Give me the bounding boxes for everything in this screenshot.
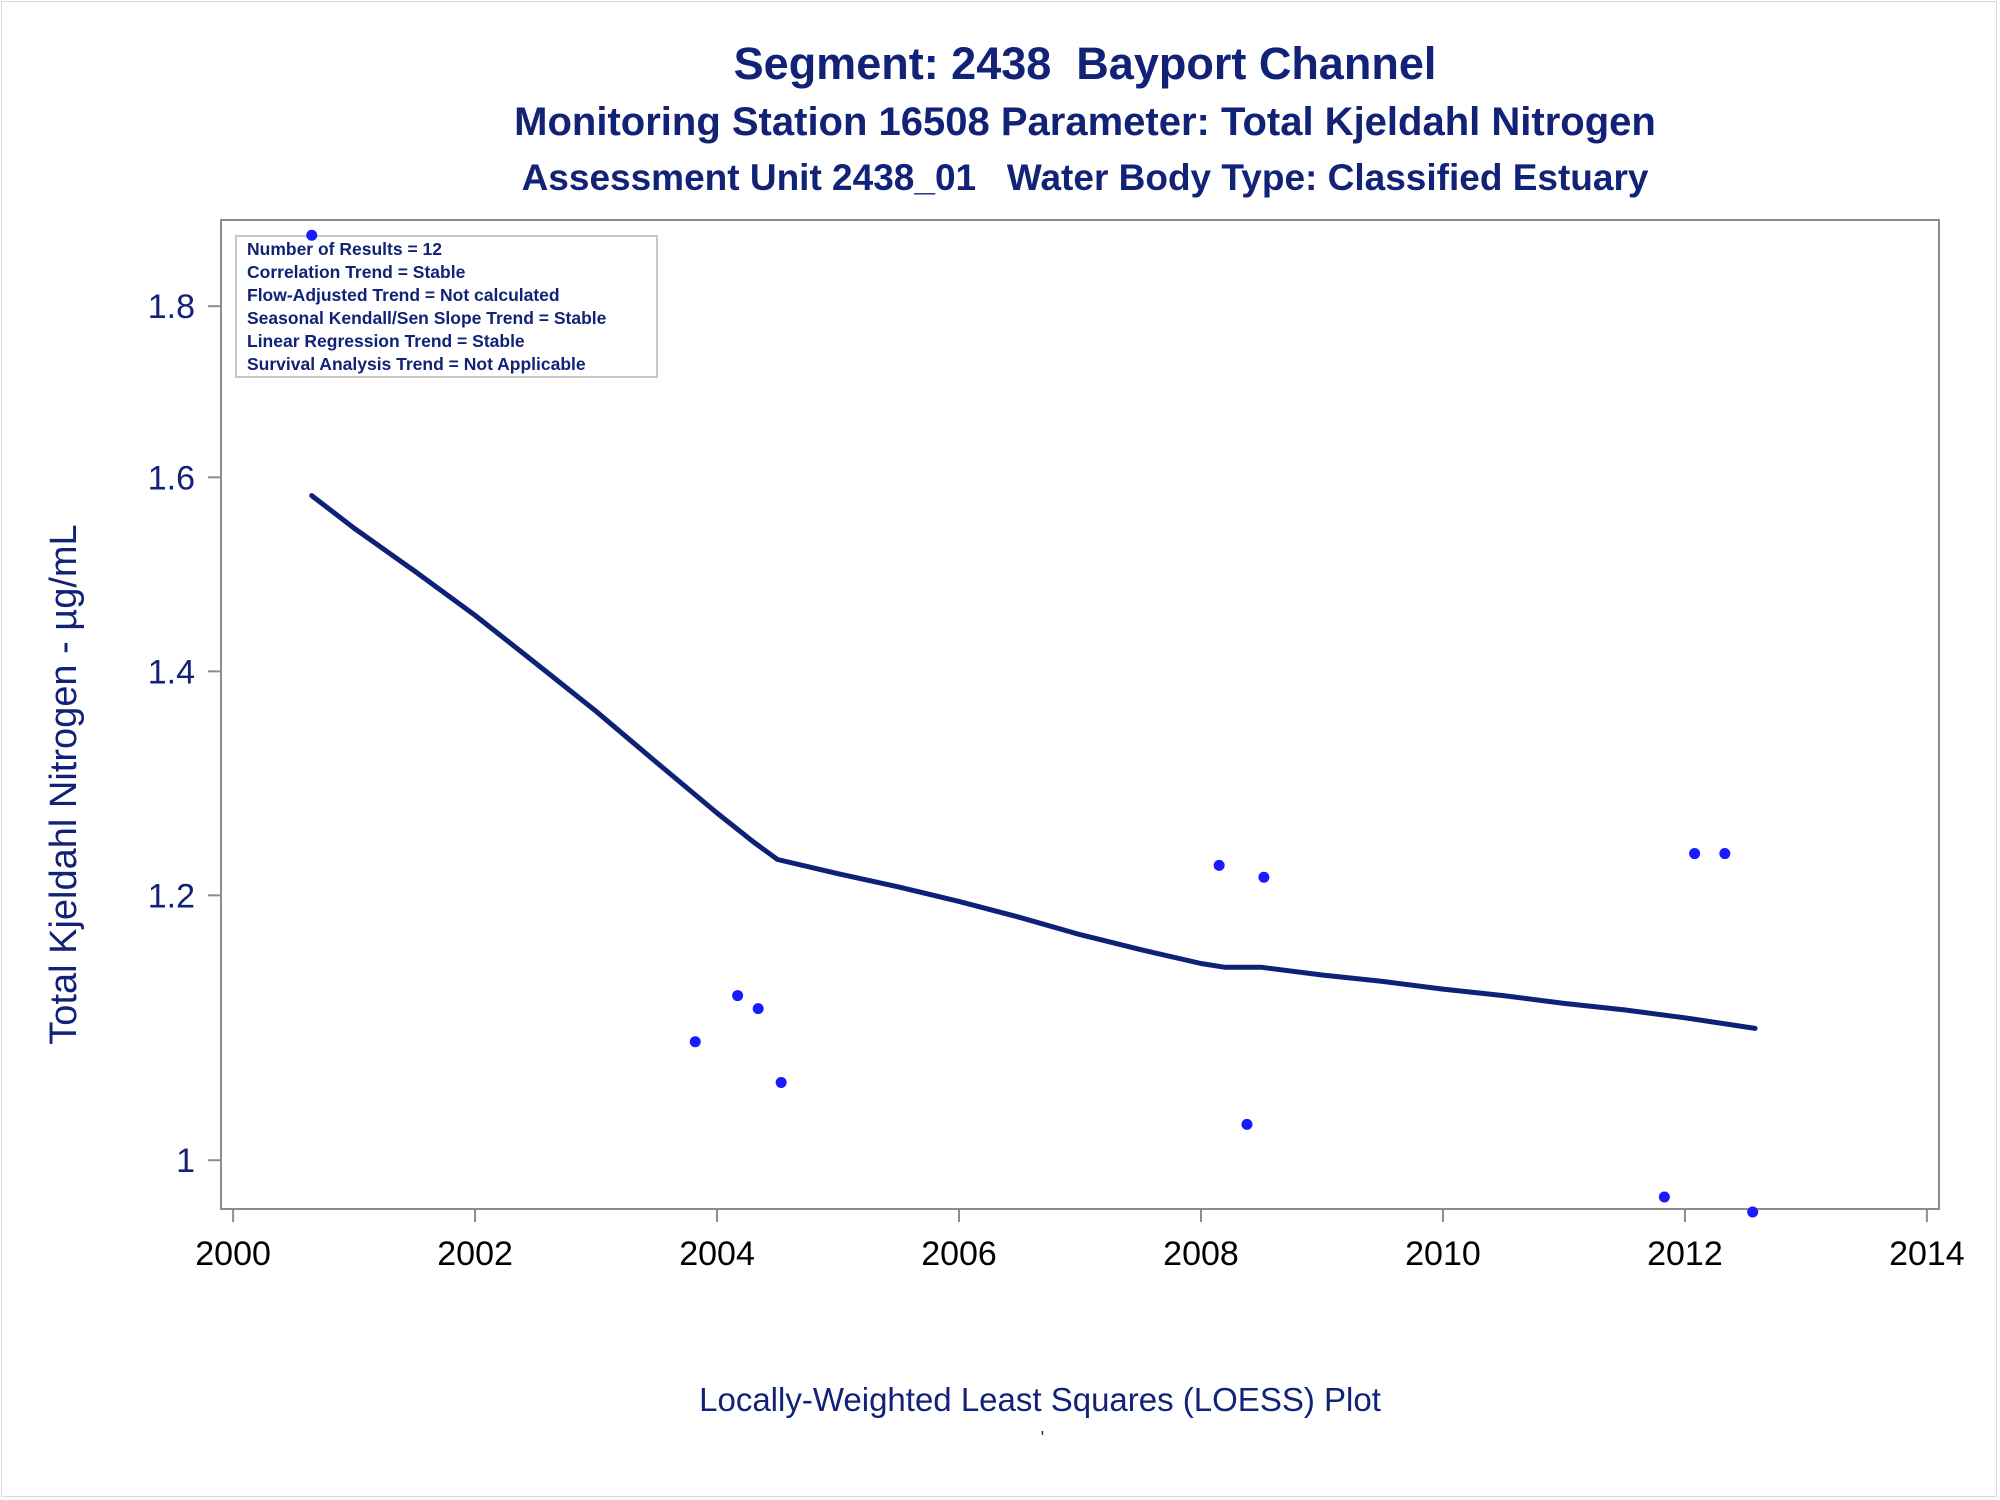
trend-summary-box: Number of Results = 12 Correlation Trend … — [235, 235, 658, 378]
y-axis-label: Total Kjeldahl Nitrogen - µg/mL — [43, 524, 85, 1044]
chart-subtitle-assessment: Assessment Unit 2438_01 Water Body Type:… — [521, 157, 1649, 198]
plot-footnote: Locally-Weighted Least Squares (LOESS) P… — [699, 1381, 1381, 1418]
x-tick-label: 2002 — [437, 1235, 513, 1273]
data-point — [752, 1003, 764, 1015]
footnote-mark: ' — [1040, 1428, 1045, 1448]
data-point — [732, 990, 744, 1002]
y-tick-label: 1.8 — [148, 288, 195, 326]
data-point — [1258, 871, 1270, 883]
x-tick-label: 2014 — [1889, 1235, 1965, 1273]
data-point — [689, 1036, 701, 1048]
data-point — [1241, 1118, 1253, 1130]
trend-summary-line: Correlation Trend = Stable — [247, 262, 466, 282]
x-tick-label: 2004 — [679, 1235, 755, 1273]
trend-summary-line: Flow-Adjusted Trend = Not calculated — [247, 285, 560, 305]
data-point — [1689, 848, 1701, 860]
loess-curve — [309, 493, 1758, 1031]
trend-summary-line: Number of Results = 12 — [247, 239, 442, 259]
y-tick-label: 1.4 — [148, 653, 195, 691]
y-tick-label: 1 — [176, 1142, 195, 1180]
x-tick-label: 2008 — [1163, 1235, 1239, 1273]
chart-title: Segment: 2438 Bayport Channel — [733, 38, 1437, 89]
plot-area-border — [220, 219, 1940, 1210]
data-point — [306, 229, 318, 241]
data-point — [1747, 1206, 1759, 1218]
data-point — [775, 1076, 787, 1088]
x-tick-label: 2012 — [1647, 1235, 1723, 1273]
x-tick-label: 2010 — [1405, 1235, 1481, 1273]
axes: 2000 2002 2004 2006 2008 2010 2012 2014 1 1.2 1.4 1… — [43, 219, 1965, 1273]
y-tick-label: 1.2 — [148, 877, 195, 915]
x-tick-label: 2006 — [921, 1235, 997, 1273]
trend-summary-border — [235, 235, 658, 378]
plot-marks — [306, 229, 1759, 1218]
trend-summary-line: Survival Analysis Trend = Not Applicable — [247, 354, 586, 374]
data-point — [1658, 1191, 1670, 1203]
chart-subtitle-station: Monitoring Station 16508 Parameter: Tota… — [514, 100, 1656, 144]
x-tick-label: 2000 — [195, 1235, 271, 1273]
data-point — [1719, 848, 1731, 860]
trend-summary-line: Seasonal Kendall/Sen Slope Trend = Stabl… — [247, 308, 607, 328]
trend-summary-line: Linear Regression Trend = Stable — [247, 331, 525, 351]
y-tick-label: 1.6 — [148, 459, 195, 497]
data-point — [1213, 859, 1225, 871]
